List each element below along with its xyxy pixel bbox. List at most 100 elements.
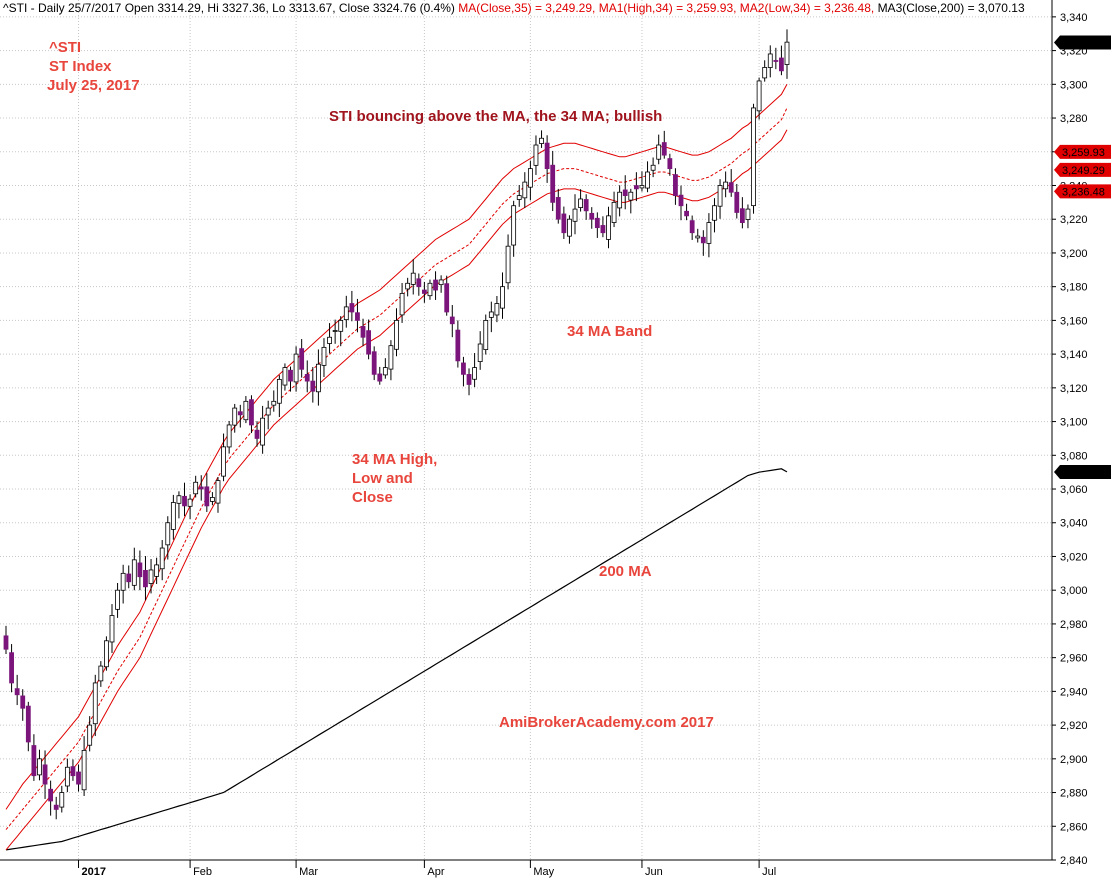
candle-body: [405, 282, 411, 290]
ma-close-35-line: [5, 107, 788, 830]
ma200-label: 200 MA: [599, 563, 652, 580]
candle-body: [87, 724, 93, 746]
candle-body: [555, 197, 561, 220]
y-tick-label: 2,980: [1060, 619, 1088, 631]
candle-body: [739, 208, 745, 223]
band-label: 34 MA Band: [567, 323, 652, 340]
x-tick-label: Jun: [645, 866, 663, 878]
ma200-tag-text: 3,070.13: [1062, 467, 1105, 479]
y-tick-label: 3,300: [1060, 79, 1088, 91]
price-tags: 3,324.76 3,259.93 3,249.29 3,236.48 3,070.13: [1054, 35, 1111, 479]
watermark: AmiBrokerAcademy.com 2017: [499, 714, 714, 731]
candle-body: [527, 168, 533, 188]
candle-body: [661, 142, 667, 156]
candle-body: [628, 191, 634, 201]
candle-body: [232, 407, 238, 426]
candle-body: [394, 319, 399, 350]
candle-body: [539, 137, 544, 144]
y-tick-label: 3,220: [1060, 214, 1088, 226]
candle-body: [589, 212, 595, 220]
candle-body: [53, 804, 59, 810]
candle-body: [427, 282, 433, 297]
candle-body: [544, 142, 550, 170]
candle-body: [276, 379, 282, 404]
candle-body: [633, 185, 639, 190]
candlestick-series: [3, 29, 790, 820]
candle-body: [567, 218, 572, 237]
headline-annotation: STI bouncing above the MA, the 34 MA; bu…: [329, 108, 662, 125]
candle-body: [673, 174, 678, 197]
candle-body: [377, 373, 383, 382]
candle-body: [265, 407, 271, 416]
ma200-line-group: [5, 468, 788, 851]
candle-body: [449, 316, 455, 325]
candle-body: [237, 411, 243, 416]
y-tick-label: 3,100: [1060, 417, 1088, 429]
candle-body: [304, 374, 310, 382]
candle-body: [187, 498, 193, 507]
x-axis-ticks: 2017 Feb Mar Apr May Jun Jul: [78, 860, 776, 878]
candle-body: [260, 417, 266, 446]
candle-body: [42, 764, 48, 785]
candle-body: [700, 236, 706, 244]
candle-body: [433, 279, 438, 291]
candle-body: [639, 185, 645, 189]
candle-body: [332, 330, 338, 332]
y-tick-label: 3,280: [1060, 113, 1088, 125]
candle-body: [678, 194, 684, 207]
candle-body: [81, 749, 87, 791]
y-tick-label: 3,000: [1060, 585, 1088, 597]
candle-body: [611, 201, 617, 223]
candle-body: [64, 766, 70, 787]
candle-body: [594, 217, 600, 229]
candle-body: [477, 343, 483, 362]
y-tick-label: 3,080: [1060, 450, 1088, 462]
x-tick-label: May: [533, 866, 554, 878]
candle-body: [751, 107, 756, 207]
candle-body: [126, 573, 132, 583]
candle-body: [399, 293, 405, 316]
candle-body: [137, 562, 143, 578]
candle-body: [293, 353, 299, 383]
ma-low-tag-text: 3,236.48: [1062, 186, 1105, 198]
candle-body: [756, 80, 762, 112]
candle-body: [115, 589, 120, 610]
candle-body: [366, 330, 372, 355]
candle-body: [343, 306, 349, 321]
candle-body: [583, 199, 589, 212]
ma-high-tag-text: 3,259.93: [1062, 147, 1105, 159]
ma-low-tag-bg: [1054, 184, 1111, 199]
candle-body: [170, 502, 176, 530]
candle-body: [76, 771, 81, 785]
candle-body: [371, 351, 377, 375]
y-tick-label: 2,900: [1060, 754, 1088, 766]
y-axis-ticks: 2,840 2,860 2,880 2,900 2,920 2,940 2,960 2,980…: [1052, 12, 1088, 867]
ma-label-line3: Close: [352, 489, 393, 506]
candle-body: [466, 374, 472, 385]
candle-body: [143, 569, 148, 588]
candle-body: [176, 495, 182, 504]
candle-body: [572, 208, 578, 222]
candle-body: [182, 495, 187, 507]
candle-body: [355, 312, 360, 321]
candle-body: [148, 569, 154, 584]
ma-label-line2: Low and: [352, 470, 413, 487]
candle-body: [3, 635, 9, 650]
candle-body: [282, 367, 288, 386]
candle-body: [193, 481, 199, 495]
candle-body: [421, 289, 427, 294]
last-price-tag-text: 3,324.76: [1062, 38, 1105, 50]
header-symbol-line: ^STI - Daily 25/7/2017 Open 3314.29, Hi …: [3, 1, 1025, 15]
candle-body: [25, 705, 31, 743]
y-tick-label: 3,060: [1060, 484, 1088, 496]
candle-body: [645, 171, 650, 189]
x-tick-label: Feb: [193, 866, 212, 878]
candle-body: [92, 682, 98, 725]
candle-body: [516, 195, 522, 200]
candle-body: [561, 213, 567, 234]
candle-body: [650, 164, 656, 171]
x-tick-label: Mar: [299, 866, 318, 878]
candle-body: [382, 367, 388, 376]
candle-body: [656, 144, 662, 160]
ma-label-line1: 34 MA High,: [352, 451, 437, 468]
